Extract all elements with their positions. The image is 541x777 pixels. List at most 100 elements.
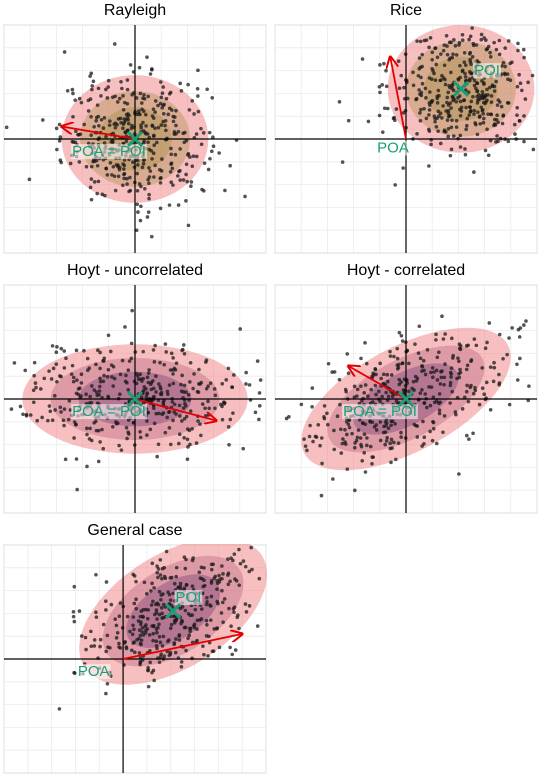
data-point <box>87 366 92 371</box>
data-point <box>226 425 231 429</box>
data-point <box>483 148 488 153</box>
data-point <box>434 338 438 342</box>
data-point <box>389 437 394 442</box>
data-point <box>518 326 523 330</box>
data-point <box>441 48 446 53</box>
data-point <box>104 87 108 92</box>
data-point <box>148 648 152 653</box>
data-point <box>156 442 161 447</box>
data-point <box>121 107 126 112</box>
data-point <box>501 61 506 65</box>
data-point <box>483 346 488 351</box>
data-point <box>210 649 215 654</box>
data-point <box>61 418 66 423</box>
data-point <box>449 125 454 130</box>
data-point <box>243 194 247 199</box>
data-point <box>40 415 44 420</box>
data-point <box>113 617 117 621</box>
data-point <box>117 392 122 397</box>
data-point <box>32 373 36 378</box>
data-point <box>72 671 77 675</box>
data-point <box>497 381 502 385</box>
data-point <box>437 114 441 118</box>
data-point <box>125 78 130 82</box>
panel-hoyt-uncorrelated: Hoyt - uncorrelated POA = POI <box>3 259 267 516</box>
data-point <box>434 368 439 373</box>
data-point <box>179 382 183 387</box>
data-point <box>478 114 482 118</box>
data-point <box>110 173 114 177</box>
data-point <box>457 43 461 47</box>
data-point <box>191 556 195 560</box>
data-point <box>171 368 175 372</box>
data-point <box>186 392 191 397</box>
data-point <box>122 117 126 121</box>
data-point <box>88 74 92 78</box>
data-point <box>126 121 131 126</box>
data-point <box>145 375 150 380</box>
data-point <box>74 129 78 134</box>
data-point <box>380 394 384 399</box>
data-point <box>337 100 342 104</box>
data-point <box>134 579 138 584</box>
data-point <box>510 326 514 330</box>
data-point <box>209 149 214 154</box>
data-point <box>62 423 66 428</box>
data-point <box>111 164 116 169</box>
data-point <box>244 370 248 375</box>
data-point <box>369 387 373 392</box>
data-point <box>139 395 144 399</box>
data-point <box>118 116 123 121</box>
data-point <box>433 119 437 124</box>
data-point <box>97 384 102 389</box>
data-point <box>469 358 474 362</box>
data-point <box>345 352 350 356</box>
data-point <box>468 50 473 55</box>
data-point <box>217 645 222 650</box>
data-point <box>156 575 160 580</box>
data-point <box>221 620 225 624</box>
data-point <box>463 71 467 76</box>
data-point <box>151 638 155 643</box>
data-point <box>467 37 471 42</box>
data-point <box>432 71 436 76</box>
data-point <box>75 487 79 492</box>
data-point <box>472 170 476 174</box>
data-point <box>145 55 149 59</box>
data-point <box>160 576 164 581</box>
data-point <box>508 61 512 66</box>
data-point <box>145 592 149 596</box>
data-point <box>193 607 198 612</box>
data-point <box>145 391 150 395</box>
data-point <box>150 67 154 71</box>
data-point <box>108 119 112 123</box>
data-point <box>420 388 424 392</box>
data-point <box>197 570 202 575</box>
data-point <box>106 85 110 89</box>
data-point <box>125 436 129 441</box>
data-point <box>454 412 458 417</box>
data-point <box>159 597 163 602</box>
data-point <box>198 422 202 426</box>
data-point <box>400 361 405 365</box>
data-point <box>108 349 113 354</box>
data-point <box>442 382 446 387</box>
data-point <box>420 64 424 69</box>
data-point <box>209 581 214 585</box>
data-point <box>458 145 463 149</box>
data-point <box>34 385 38 390</box>
data-point <box>39 387 43 391</box>
data-point <box>472 83 477 88</box>
data-point <box>137 65 142 70</box>
data-point <box>139 125 143 130</box>
data-point <box>458 367 462 372</box>
data-point <box>149 387 154 392</box>
data-point <box>226 571 231 576</box>
poi-marker-icon <box>165 603 182 620</box>
data-point <box>112 376 117 381</box>
panel-general-case: General case POI POA <box>3 519 267 776</box>
data-point <box>122 167 126 171</box>
data-point <box>191 154 196 159</box>
data-point <box>110 140 115 144</box>
data-point <box>117 645 121 649</box>
